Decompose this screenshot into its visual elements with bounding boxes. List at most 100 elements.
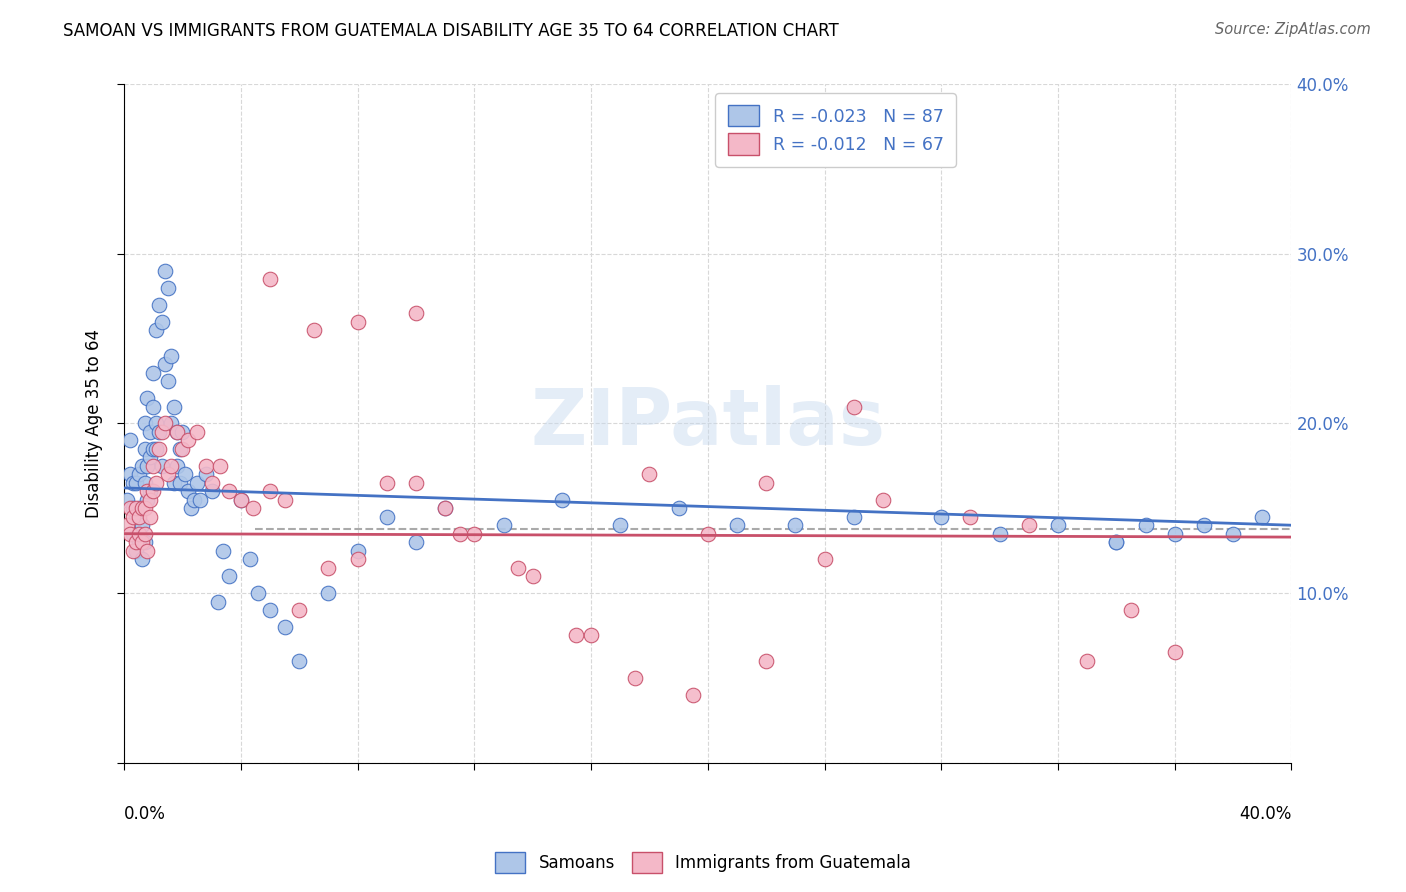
- Point: [1105, 535, 1128, 549]
- Point: [169, 442, 191, 456]
- Point: [346, 543, 368, 558]
- Point: [118, 526, 141, 541]
- Point: [434, 501, 457, 516]
- Point: [131, 552, 153, 566]
- Point: [565, 628, 588, 642]
- Text: 40.0%: 40.0%: [1239, 805, 1292, 823]
- Text: SAMOAN VS IMMIGRANTS FROM GUATEMALA DISABILITY AGE 35 TO 64 CORRELATION CHART: SAMOAN VS IMMIGRANTS FROM GUATEMALA DISA…: [63, 22, 839, 40]
- Point: [194, 467, 217, 482]
- Point: [118, 467, 141, 482]
- Point: [125, 535, 148, 549]
- Point: [318, 560, 340, 574]
- Point: [638, 467, 661, 482]
- Point: [872, 492, 894, 507]
- Point: [166, 425, 188, 439]
- Point: [242, 501, 264, 516]
- Point: [134, 501, 156, 516]
- Point: [128, 509, 150, 524]
- Point: [115, 492, 138, 507]
- Point: [346, 315, 368, 329]
- Point: [177, 434, 200, 448]
- Point: [163, 400, 186, 414]
- Point: [434, 501, 457, 516]
- Point: [682, 688, 704, 702]
- Point: [183, 492, 205, 507]
- Point: [125, 543, 148, 558]
- Point: [318, 586, 340, 600]
- Point: [463, 526, 485, 541]
- Point: [125, 501, 148, 516]
- Point: [136, 492, 159, 507]
- Point: [579, 628, 602, 642]
- Point: [134, 526, 156, 541]
- Point: [725, 518, 748, 533]
- Point: [180, 501, 202, 516]
- Point: [218, 484, 240, 499]
- Point: [153, 357, 176, 371]
- Point: [122, 509, 145, 524]
- Point: [131, 535, 153, 549]
- Point: [247, 586, 270, 600]
- Point: [259, 603, 281, 617]
- Point: [169, 475, 191, 490]
- Point: [128, 535, 150, 549]
- Point: [1251, 509, 1274, 524]
- Point: [201, 475, 224, 490]
- Point: [148, 298, 170, 312]
- Point: [131, 518, 153, 533]
- Point: [142, 484, 165, 499]
- Point: [273, 492, 295, 507]
- Point: [988, 526, 1011, 541]
- Legend: R = -0.023   N = 87, R = -0.012   N = 67: R = -0.023 N = 87, R = -0.012 N = 67: [716, 93, 956, 167]
- Point: [212, 543, 235, 558]
- Point: [145, 417, 167, 431]
- Point: [115, 518, 138, 533]
- Point: [551, 492, 574, 507]
- Point: [159, 458, 181, 473]
- Point: [1164, 645, 1187, 659]
- Point: [288, 654, 311, 668]
- Point: [136, 391, 159, 405]
- Point: [1105, 535, 1128, 549]
- Point: [288, 603, 311, 617]
- Point: [239, 552, 262, 566]
- Point: [506, 560, 529, 574]
- Point: [186, 475, 208, 490]
- Point: [139, 484, 162, 499]
- Point: [134, 475, 156, 490]
- Point: [449, 526, 471, 541]
- Point: [813, 552, 835, 566]
- Point: [273, 620, 295, 634]
- Point: [1119, 603, 1142, 617]
- Point: [492, 518, 515, 533]
- Point: [194, 458, 217, 473]
- Point: [136, 458, 159, 473]
- Point: [959, 509, 981, 524]
- Point: [153, 264, 176, 278]
- Point: [1222, 526, 1244, 541]
- Point: [405, 535, 427, 549]
- Point: [142, 366, 165, 380]
- Point: [201, 484, 224, 499]
- Point: [156, 467, 179, 482]
- Point: [172, 425, 194, 439]
- Point: [1046, 518, 1069, 533]
- Point: [1076, 654, 1098, 668]
- Point: [134, 535, 156, 549]
- Point: [148, 425, 170, 439]
- Point: [150, 458, 173, 473]
- Point: [207, 594, 229, 608]
- Point: [229, 492, 252, 507]
- Point: [259, 484, 281, 499]
- Point: [1164, 526, 1187, 541]
- Point: [405, 306, 427, 320]
- Legend: Samoans, Immigrants from Guatemala: Samoans, Immigrants from Guatemala: [488, 846, 918, 880]
- Point: [122, 475, 145, 490]
- Point: [122, 526, 145, 541]
- Text: 0.0%: 0.0%: [124, 805, 166, 823]
- Point: [150, 425, 173, 439]
- Point: [174, 467, 197, 482]
- Point: [125, 509, 148, 524]
- Point: [163, 475, 186, 490]
- Point: [142, 400, 165, 414]
